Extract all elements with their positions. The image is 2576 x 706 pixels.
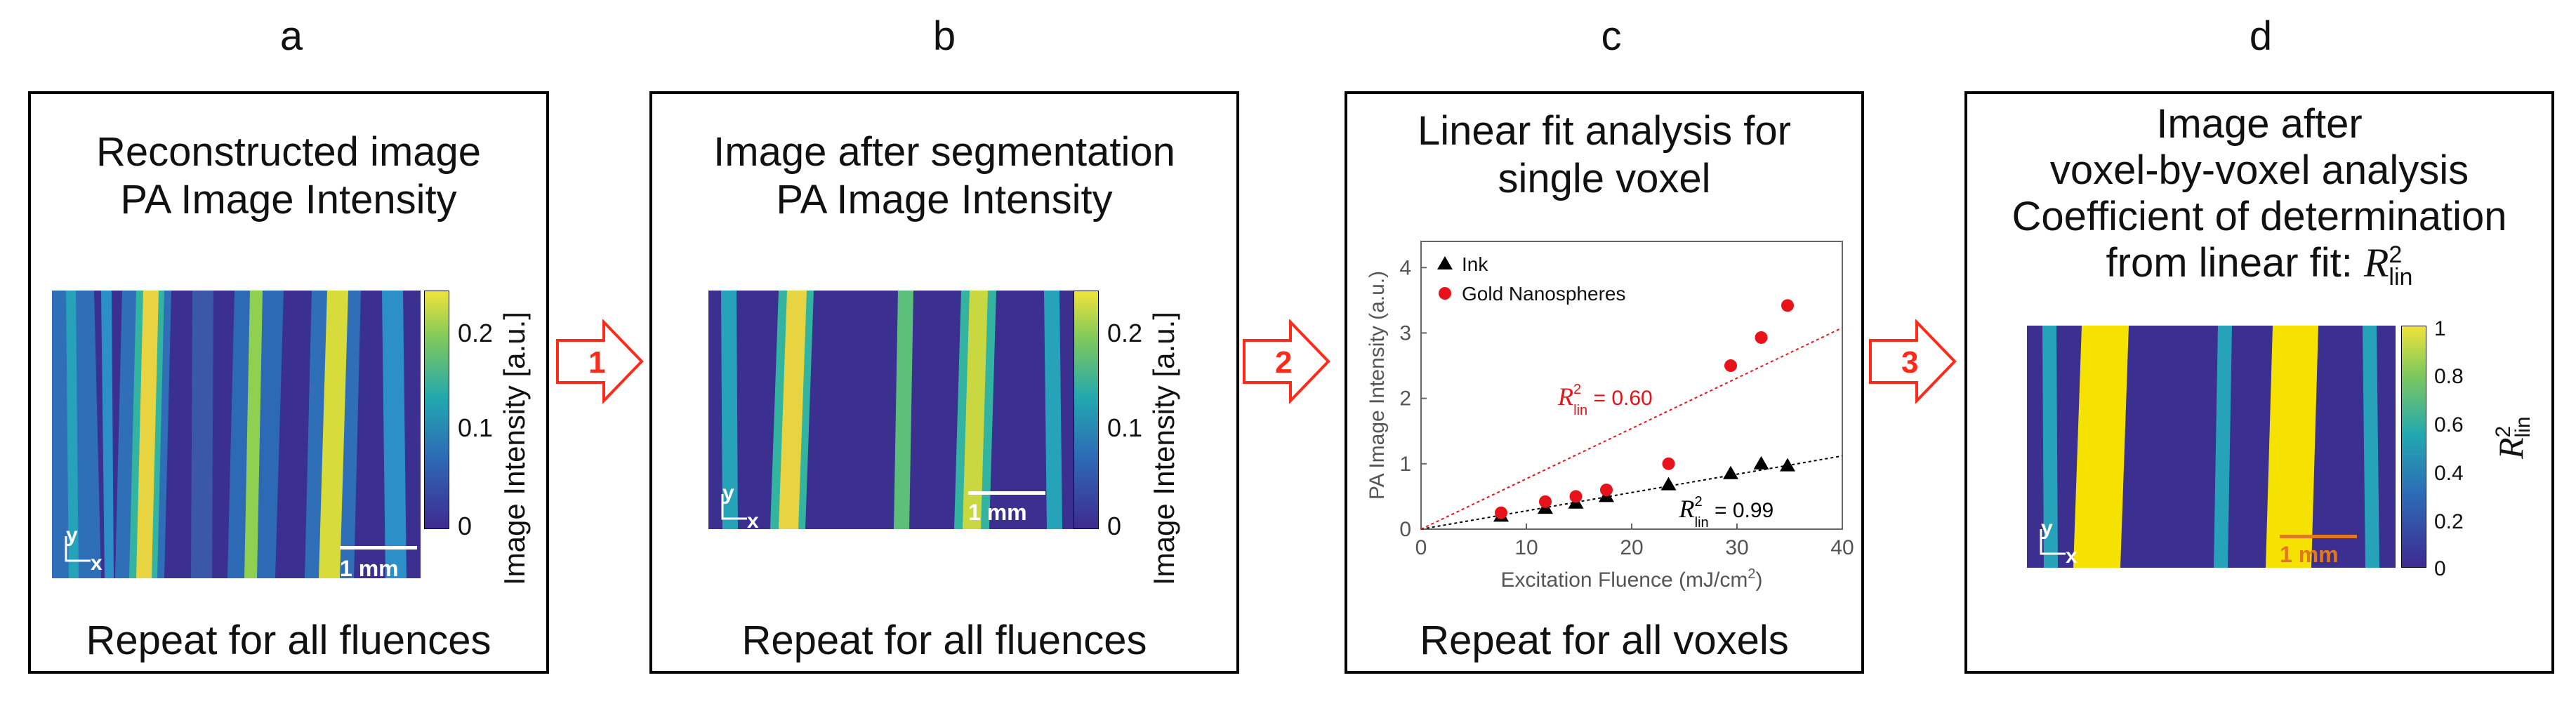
colorbar-d-tick-06: 0.6 (2434, 413, 2464, 437)
arrow-label-2: 2 (1275, 345, 1292, 380)
axes-arrows-b (721, 494, 747, 520)
colorbar-d-tick-02: 0.2 (2434, 510, 2464, 533)
x-tick-label: 40 (1830, 536, 1854, 559)
panel-a: Reconstructed image PA Image Intensity y… (28, 91, 549, 674)
arrow-step-3: 3 (1869, 319, 1957, 404)
axis-x-label-d: x (2066, 545, 2078, 568)
intensity-map-b (708, 291, 1077, 529)
legend-label-gold: Gold Nanospheres (1462, 283, 1625, 305)
data-point-gold (1600, 484, 1613, 497)
colorbar-a-tick-mid: 0.1 (458, 413, 494, 442)
panel-a-title-line1: Reconstructed image (95, 129, 482, 175)
panel-b: Image after segmentation PA Image Intens… (649, 91, 1239, 674)
y-axis-label: PA Image Intensity (a.u.) (1366, 271, 1389, 500)
data-point-gold (1662, 457, 1675, 470)
axis-y-label-a: y (66, 524, 78, 547)
panel-d-title-line4: from linear fit: R 2 lin (1967, 240, 2551, 291)
arrow-label-1: 1 (588, 345, 605, 380)
colorbar-d (2401, 326, 2426, 568)
panel-c-title-line1: Linear fit analysis for (1418, 108, 1791, 154)
axes-arrows-d (2040, 529, 2066, 555)
axis-y-label-d: y (2041, 517, 2053, 540)
x-tick-label: 20 (1620, 536, 1643, 559)
arrow-label-3: 3 (1901, 345, 1918, 380)
colorbar-d-tick-08: 0.8 (2434, 365, 2464, 388)
fit-line-ink (1420, 455, 1843, 530)
data-point-gold (1781, 299, 1794, 312)
x-tick-label: 10 (1514, 536, 1538, 559)
legend-marker-ink (1437, 256, 1453, 269)
colorbar-a-tick-high: 0.2 (458, 319, 494, 347)
colorbar-a-label: Image Intensity [a.u.] (498, 312, 531, 585)
axis-y-label-b: y (722, 481, 734, 505)
scale-bar-d (2280, 535, 2357, 538)
scale-bar-a (340, 546, 417, 550)
data-point-gold (1495, 506, 1507, 519)
r2-title-scripts: 2 lin (2389, 241, 2413, 291)
y-tick-label: 1 (1399, 453, 1411, 476)
scale-bar-label-d: 1 mm (2280, 542, 2339, 567)
legend-label-ink: Ink (1462, 253, 1488, 275)
arrow-step-2: 2 (1243, 319, 1330, 404)
data-point-gold (1724, 359, 1737, 373)
panel-d-title-line2: voxel-by-voxel analysis (2049, 147, 2469, 193)
data-point-gold (1755, 331, 1768, 344)
panel-c-title-line2: single voxel (1498, 156, 1711, 201)
r2-map-d (2027, 326, 2396, 568)
data-point-gold (1539, 495, 1552, 508)
scale-bar-b (968, 491, 1045, 495)
panel-b-footer: Repeat for all fluences (741, 618, 1147, 663)
x-axis-label: Excitation Fluence (mJ/cm2) (1501, 566, 1763, 592)
panel-b-title-line2: PA Image Intensity (776, 177, 1113, 222)
linear-fit-chart: 0 10 20 30 40 0 1 2 3 4 Excitation Fluence (mJ/cm2… (1366, 241, 1854, 592)
panel-letter-c: c (1601, 13, 1622, 59)
colorbar-b (1074, 291, 1099, 529)
colorbar-a (424, 291, 449, 529)
panel-letter-b: b (932, 13, 956, 59)
panel-letter-d: d (2249, 13, 2273, 59)
panel-c-footer: Repeat for all voxels (1420, 618, 1789, 663)
fit-line-gold (1420, 327, 1843, 530)
axes-arrows-a (65, 536, 91, 562)
x-tick-label: 30 (1725, 536, 1748, 559)
y-tick-label: 2 (1399, 387, 1411, 411)
data-point-ink (1780, 458, 1795, 472)
colorbar-d-tick-04: 0.4 (2434, 462, 2464, 485)
panel-d: Image after voxel-by-voxel analysis Coef… (1964, 91, 2554, 674)
scale-bar-label-b: 1 mm (968, 500, 1027, 525)
panel-a-footer: Repeat for all fluences (86, 618, 491, 663)
scale-bar-label-a: 1 mm (340, 556, 399, 581)
axis-x-label-b: x (747, 509, 759, 533)
legend-marker-gold (1439, 287, 1451, 300)
y-tick-label: 4 (1399, 256, 1411, 279)
intensity-map-a (52, 291, 421, 578)
data-point-ink (1753, 455, 1769, 469)
data-point-ink (1723, 465, 1738, 479)
arrow-step-1: 1 (556, 319, 644, 404)
y-tick-label: 3 (1399, 321, 1411, 345)
panel-letter-a: a (279, 13, 303, 59)
data-point-gold (1569, 490, 1583, 503)
colorbar-b-tick-high: 0.2 (1107, 319, 1143, 347)
panel-d-title-text: from linear fit: (2106, 240, 2364, 286)
fit-annotation-gold: R2 lin = 0.60 (1557, 382, 1653, 418)
axis-x-label-a: x (91, 552, 103, 575)
data-point-ink (1660, 477, 1677, 491)
colorbar-d-tick-0: 0 (2434, 557, 2446, 580)
colorbar-b-tick-low: 0 (1107, 512, 1122, 540)
colorbar-d-tick-1: 1 (2434, 317, 2446, 340)
panel-a-title-line2: PA Image Intensity (120, 177, 457, 222)
panel-c: Linear fit analysis for single voxel 0 10… (1345, 91, 1864, 674)
r2-symbol-title: R (2363, 240, 2389, 286)
colorbar-a-tick-low: 0 (458, 512, 473, 540)
colorbar-d-label: R 2 lin (2491, 416, 2535, 459)
x-tick-label: 0 (1415, 536, 1427, 559)
panel-d-title-line3: Coefficient of determination (2012, 194, 2507, 239)
fit-annotation-ink: R2 lin = 0.99 (1679, 494, 1774, 531)
y-tick-label: 0 (1399, 518, 1411, 541)
panel-b-title-line1: Image after segmentation (713, 129, 1175, 175)
colorbar-b-tick-mid: 0.1 (1107, 413, 1143, 442)
colorbar-b-label: Image Intensity [a.u.] (1147, 312, 1180, 585)
panel-d-title-line1: Image after (2156, 101, 2363, 147)
